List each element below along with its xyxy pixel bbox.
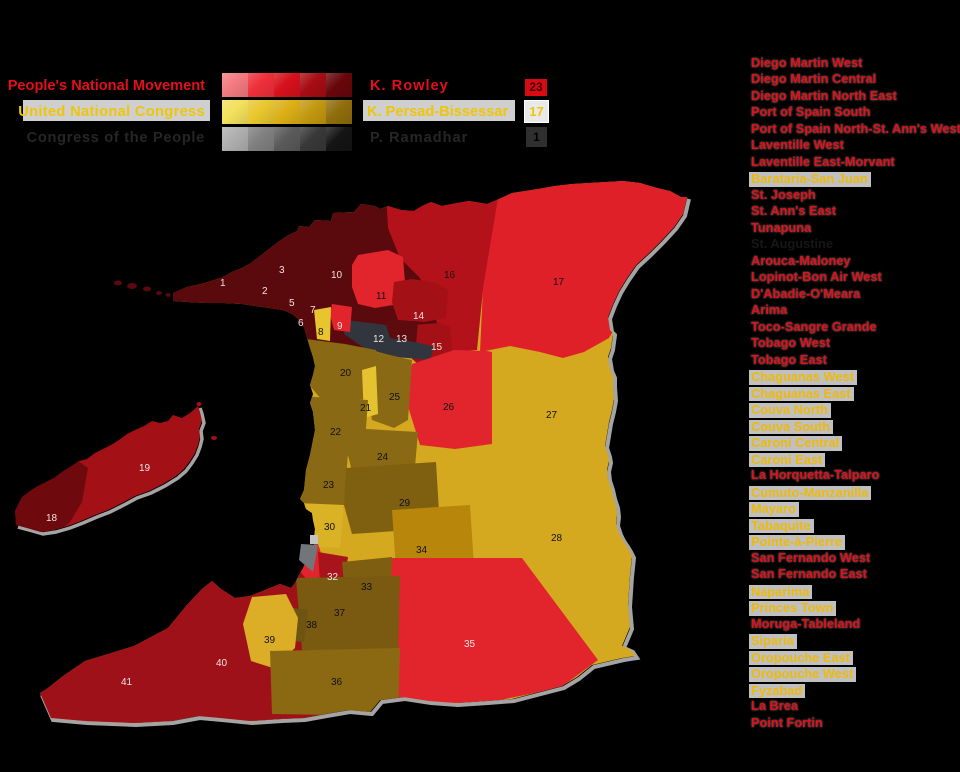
svg-text:20: 20 [340, 368, 352, 379]
svg-text:34: 34 [416, 545, 428, 556]
svg-text:5: 5 [289, 298, 295, 309]
svg-text:3: 3 [279, 265, 285, 276]
svg-text:23: 23 [323, 480, 335, 491]
svg-text:24: 24 [377, 452, 389, 463]
svg-text:27: 27 [546, 410, 558, 421]
svg-text:10: 10 [331, 270, 343, 281]
svg-text:22: 22 [330, 427, 342, 438]
svg-text:32: 32 [327, 572, 339, 583]
svg-text:7: 7 [310, 305, 316, 316]
svg-text:9: 9 [337, 321, 343, 332]
svg-text:40: 40 [216, 658, 228, 669]
svg-text:18: 18 [46, 513, 58, 524]
svg-text:29: 29 [399, 498, 411, 509]
svg-text:28: 28 [551, 533, 563, 544]
svg-text:21: 21 [360, 403, 372, 414]
svg-text:30: 30 [324, 522, 336, 533]
svg-text:16: 16 [444, 270, 456, 281]
svg-text:2: 2 [262, 286, 268, 297]
svg-text:39: 39 [264, 635, 276, 646]
svg-text:19: 19 [139, 463, 151, 474]
svg-text:6: 6 [298, 318, 304, 329]
svg-text:8: 8 [318, 327, 324, 338]
svg-text:1: 1 [220, 278, 226, 289]
svg-text:26: 26 [443, 402, 455, 413]
svg-text:33: 33 [361, 582, 373, 593]
svg-text:25: 25 [389, 392, 401, 403]
svg-text:15: 15 [431, 342, 443, 353]
svg-text:14: 14 [413, 311, 425, 322]
svg-text:11: 11 [376, 291, 387, 302]
svg-text:12: 12 [373, 334, 385, 345]
svg-text:36: 36 [331, 677, 343, 688]
svg-text:13: 13 [396, 334, 408, 345]
svg-text:35: 35 [464, 639, 476, 650]
svg-text:41: 41 [121, 677, 133, 688]
svg-text:38: 38 [306, 620, 318, 631]
svg-text:37: 37 [334, 608, 346, 619]
svg-text:17: 17 [553, 277, 565, 288]
